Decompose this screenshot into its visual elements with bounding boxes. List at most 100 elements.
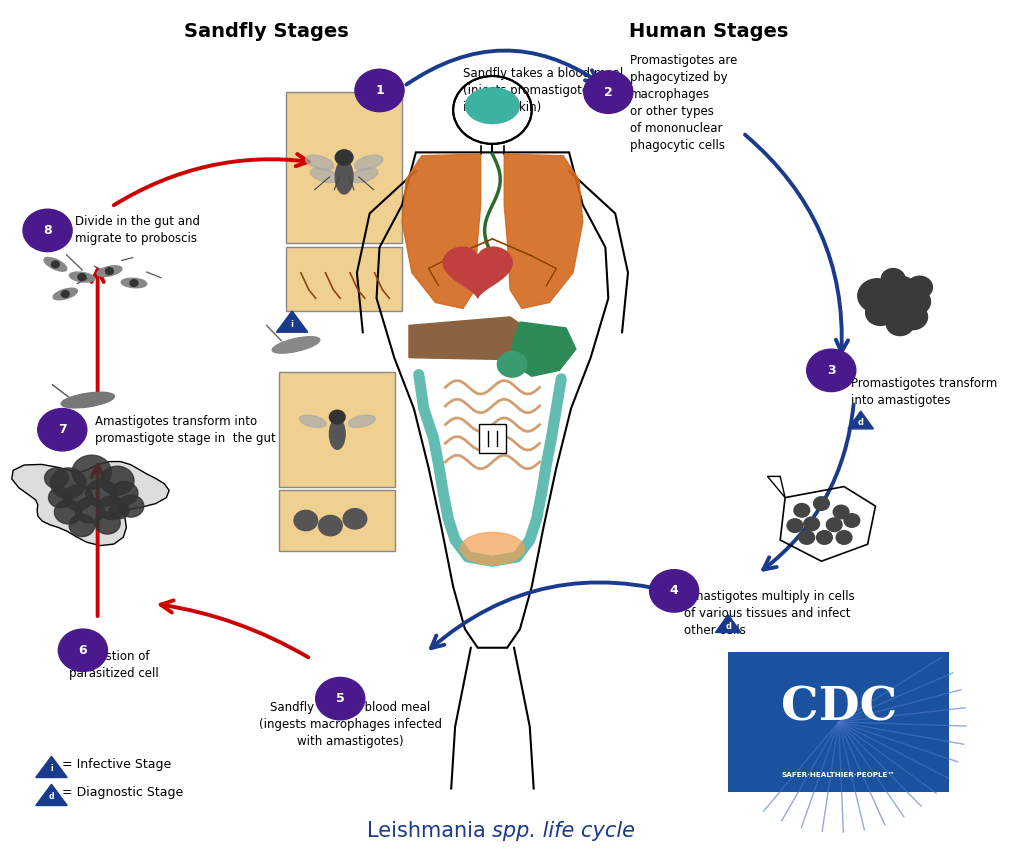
Circle shape <box>804 517 819 531</box>
Circle shape <box>48 488 72 508</box>
Circle shape <box>874 295 906 322</box>
Circle shape <box>844 514 860 528</box>
Polygon shape <box>409 317 522 359</box>
Circle shape <box>858 279 897 312</box>
Circle shape <box>58 629 108 671</box>
Polygon shape <box>716 614 741 632</box>
Ellipse shape <box>354 155 383 170</box>
Ellipse shape <box>348 415 375 427</box>
Circle shape <box>100 466 134 495</box>
Ellipse shape <box>350 168 378 183</box>
Text: Ingestion of
parasitized cell: Ingestion of parasitized cell <box>70 649 159 680</box>
Circle shape <box>899 288 931 315</box>
FancyBboxPatch shape <box>286 248 402 311</box>
Circle shape <box>63 485 93 511</box>
Text: 4: 4 <box>670 585 679 597</box>
Polygon shape <box>848 411 873 429</box>
Text: = Infective Stage: = Infective Stage <box>62 758 172 771</box>
Circle shape <box>118 495 143 517</box>
FancyBboxPatch shape <box>280 490 395 551</box>
Circle shape <box>816 531 833 545</box>
FancyBboxPatch shape <box>280 372 395 487</box>
Ellipse shape <box>305 155 334 170</box>
Text: 1: 1 <box>375 84 384 97</box>
Text: Amastigotes transform into
promastigote stage in  the gut: Amastigotes transform into promastigote … <box>94 414 275 445</box>
Circle shape <box>865 300 895 325</box>
Circle shape <box>54 500 82 524</box>
Circle shape <box>75 498 104 523</box>
Circle shape <box>94 512 120 534</box>
Circle shape <box>837 531 852 545</box>
Ellipse shape <box>70 272 94 282</box>
Text: i: i <box>291 320 294 329</box>
Ellipse shape <box>461 533 524 564</box>
Text: 6: 6 <box>79 643 87 657</box>
Circle shape <box>330 410 345 424</box>
FancyBboxPatch shape <box>286 92 402 243</box>
Polygon shape <box>276 311 308 332</box>
Ellipse shape <box>330 419 345 449</box>
FancyBboxPatch shape <box>478 424 506 453</box>
Circle shape <box>335 150 353 165</box>
Ellipse shape <box>53 288 78 300</box>
Ellipse shape <box>466 88 519 123</box>
Ellipse shape <box>61 392 115 408</box>
Text: Sandfly Stages: Sandfly Stages <box>184 21 349 41</box>
Circle shape <box>45 468 69 488</box>
Circle shape <box>38 408 87 451</box>
Text: 8: 8 <box>43 224 52 237</box>
Circle shape <box>315 677 365 720</box>
Text: Amastigotes multiply in cells
of various tissues and infect
other cells: Amastigotes multiply in cells of various… <box>684 591 855 637</box>
FancyBboxPatch shape <box>728 652 949 792</box>
Ellipse shape <box>272 337 319 353</box>
Circle shape <box>834 505 849 519</box>
Text: Human Stages: Human Stages <box>629 21 788 41</box>
Ellipse shape <box>299 415 326 427</box>
Circle shape <box>61 291 70 297</box>
Polygon shape <box>504 154 583 308</box>
Text: d: d <box>49 791 54 801</box>
Text: 7: 7 <box>58 423 67 437</box>
Text: SAFER·HEALTHIER·PEOPLE™: SAFER·HEALTHIER·PEOPLE™ <box>781 772 895 778</box>
Circle shape <box>498 351 526 377</box>
Circle shape <box>110 502 129 519</box>
Polygon shape <box>36 757 68 778</box>
Text: Leishmania: Leishmania <box>367 821 493 841</box>
Text: 3: 3 <box>827 364 836 377</box>
Circle shape <box>787 519 803 533</box>
Circle shape <box>50 468 86 499</box>
Text: 5: 5 <box>336 692 345 705</box>
Circle shape <box>907 277 933 298</box>
Polygon shape <box>12 461 169 545</box>
Polygon shape <box>36 785 68 806</box>
Text: d: d <box>858 419 863 427</box>
Circle shape <box>78 274 86 281</box>
Text: Promastigotes transform
into amastigotes: Promastigotes transform into amastigotes <box>851 377 997 407</box>
Circle shape <box>130 280 138 287</box>
Polygon shape <box>402 154 480 308</box>
Circle shape <box>70 515 94 537</box>
Text: d: d <box>725 622 731 631</box>
Circle shape <box>883 277 918 306</box>
Circle shape <box>799 531 814 545</box>
Circle shape <box>86 480 118 507</box>
Text: i: i <box>50 763 53 773</box>
Text: spp. life cycle: spp. life cycle <box>493 821 636 841</box>
Text: Promastigotes are
phagocytized by
macrophages
or other types
of mononuclear
phag: Promastigotes are phagocytized by macrop… <box>630 54 737 152</box>
Ellipse shape <box>97 266 122 277</box>
Circle shape <box>105 268 114 275</box>
Polygon shape <box>512 322 575 376</box>
Text: Divide in the gut and
migrate to proboscis: Divide in the gut and migrate to probosc… <box>75 215 200 245</box>
Circle shape <box>318 516 342 536</box>
Text: 2: 2 <box>604 86 612 99</box>
Circle shape <box>882 269 905 289</box>
Circle shape <box>649 569 698 612</box>
Circle shape <box>343 509 367 529</box>
Circle shape <box>826 518 842 532</box>
Text: CDC: CDC <box>780 685 897 731</box>
Circle shape <box>111 482 138 505</box>
Circle shape <box>794 504 810 517</box>
Circle shape <box>886 311 913 335</box>
Circle shape <box>814 497 829 511</box>
Text: Sandfly takes a blood meal
(ingests macrophages infected
with amastigotes): Sandfly takes a blood meal (ingests macr… <box>258 700 441 747</box>
